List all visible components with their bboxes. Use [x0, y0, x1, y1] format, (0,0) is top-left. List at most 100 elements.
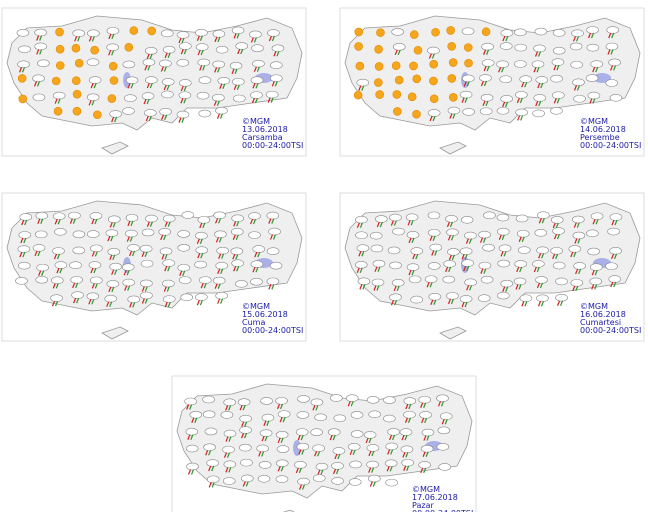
- cyprus: [439, 326, 467, 340]
- rain-icon: [54, 98, 58, 104]
- cloud-icon: [145, 214, 158, 223]
- cloud-icon: [406, 263, 420, 271]
- cloud-icon: [140, 291, 153, 300]
- cloud-icon: [251, 44, 264, 53]
- rain-icon: [556, 233, 561, 240]
- rain-icon: [90, 82, 94, 89]
- cloud-icon: [70, 276, 83, 284]
- cloud-icon: [202, 410, 216, 419]
- rain-icon: [208, 450, 212, 456]
- sun-icon: [429, 59, 438, 69]
- cloud-icon: [107, 248, 121, 256]
- cloud-icon: [239, 426, 252, 434]
- cloud-icon: [477, 294, 491, 302]
- cloud-icon: [514, 260, 528, 268]
- cloud-icon: [519, 294, 533, 303]
- rain-icon: [466, 285, 470, 291]
- rain-icon: [588, 32, 592, 39]
- rain-icon: [129, 302, 133, 308]
- rain-icon: [553, 233, 558, 240]
- cloud-icon: [277, 410, 291, 418]
- cloud-icon: [385, 442, 398, 451]
- cloud-icon: [573, 94, 586, 103]
- rain-icon: [196, 299, 200, 306]
- rain-icon: [298, 484, 303, 490]
- rain-icon: [369, 481, 373, 487]
- rain-icon: [109, 301, 113, 307]
- rain-icon: [611, 219, 615, 226]
- cloud-icon: [421, 428, 435, 437]
- rain-icon: [332, 434, 336, 441]
- rain-icon: [73, 297, 77, 304]
- cloud-icon: [555, 277, 568, 286]
- rain-icon: [191, 417, 195, 424]
- rain-icon: [461, 254, 465, 260]
- rain-icon: [483, 80, 487, 87]
- rain-icon: [149, 221, 153, 227]
- cloud-icon: [212, 30, 226, 38]
- rain-icon: [220, 298, 224, 304]
- rain-icon: [181, 37, 185, 44]
- rain-icon: [75, 282, 79, 289]
- cloud-icon: [500, 279, 514, 288]
- rain-icon: [164, 52, 168, 58]
- sun-icon: [353, 90, 363, 100]
- sun-icon: [90, 45, 99, 55]
- rain-icon: [200, 49, 204, 56]
- rain-icon: [372, 481, 376, 487]
- cloud-icon: [419, 411, 432, 419]
- cloud-icon: [159, 59, 172, 68]
- cloud-icon: [231, 26, 245, 35]
- rain-icon: [329, 434, 333, 441]
- rain-icon: [127, 83, 131, 89]
- rain-icon: [411, 269, 415, 276]
- cloud-icon: [216, 246, 229, 255]
- cloud-icon: [223, 460, 237, 469]
- sun-icon: [51, 76, 61, 86]
- rain-icon: [146, 98, 150, 105]
- rain-icon: [244, 421, 248, 427]
- cloud-icon: [349, 460, 362, 469]
- rain-icon: [279, 403, 284, 410]
- cloud-icon: [427, 211, 441, 220]
- cloud-icon: [410, 247, 424, 255]
- cloud-icon: [406, 231, 420, 239]
- cloud-icon: [498, 244, 512, 253]
- cloud-icon: [250, 76, 264, 85]
- rain-icon: [468, 238, 472, 244]
- rain-icon: [591, 32, 595, 39]
- rain-icon: [371, 450, 375, 457]
- rain-icon: [148, 115, 152, 122]
- rain-icon: [21, 219, 25, 226]
- rain-icon: [267, 97, 271, 103]
- cloud-icon: [50, 294, 63, 302]
- rain-icon: [334, 453, 338, 460]
- rain-icon: [482, 100, 486, 107]
- rain-icon: [196, 35, 200, 41]
- rain-icon: [234, 68, 238, 75]
- rain-icon: [59, 267, 63, 274]
- cloud-icon: [497, 227, 510, 236]
- rain-icon: [183, 85, 187, 92]
- rain-icon: [221, 253, 225, 259]
- rain-icon: [480, 268, 484, 274]
- rain-icon: [253, 66, 257, 72]
- cloud-icon: [217, 76, 231, 85]
- cloud-icon: [585, 74, 599, 82]
- rain-icon: [271, 81, 275, 87]
- rain-icon: [34, 250, 38, 257]
- rain-icon: [359, 222, 363, 228]
- rain-icon: [537, 82, 541, 89]
- cloud-icon: [436, 443, 450, 451]
- cloud-icon: [536, 294, 549, 303]
- rain-icon: [577, 238, 581, 244]
- rain-icon: [272, 234, 277, 240]
- cloud-icon: [72, 246, 86, 255]
- rain-icon: [541, 253, 545, 259]
- rain-icon: [218, 237, 222, 243]
- rain-icon: [77, 36, 81, 42]
- cloud-icon: [312, 474, 326, 482]
- rain-icon: [368, 450, 372, 457]
